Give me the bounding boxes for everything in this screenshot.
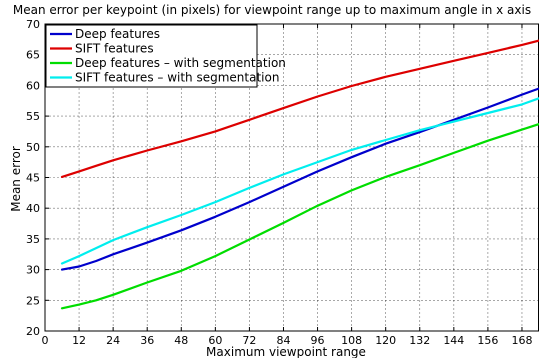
x-tick-label: 0 [42, 334, 49, 347]
chart-title: Mean error per keypoint (in pixels) for … [13, 3, 531, 17]
x-tick-label: 60 [208, 334, 222, 347]
x-tick-label: 12 [72, 334, 86, 347]
y-tick-label: 20 [26, 325, 40, 338]
y-axis-label: Mean error [9, 146, 23, 212]
x-tick-label: 156 [477, 334, 498, 347]
x-tick-label: 84 [276, 334, 290, 347]
x-axis-label: Maximum viewpoint range [206, 345, 366, 358]
x-tick-label: 48 [174, 334, 188, 347]
x-tick-label: 144 [443, 334, 464, 347]
y-tick-label: 30 [26, 264, 40, 277]
legend-entry: SIFT features [75, 42, 154, 56]
series-line-4 [60, 97, 539, 265]
x-tick-label: 120 [375, 334, 396, 347]
series-line-2 [60, 39, 539, 178]
legend-entry: Deep features – with segmentation [75, 56, 286, 70]
y-tick-label: 60 [26, 79, 40, 92]
legend-entry: SIFT features – with segmentation [75, 71, 279, 85]
axis-ticks: 0 12 24 36 48 60 72 84 96 108 120 132 144 156 168 20 25 3… [26, 18, 532, 347]
y-tick-label: 70 [26, 18, 40, 31]
x-tick-label: 72 [242, 334, 256, 347]
y-tick-label: 55 [26, 110, 40, 123]
y-tick-label: 25 [26, 294, 40, 307]
y-tick-label: 40 [26, 202, 40, 215]
y-tick-label: 50 [26, 141, 40, 154]
x-tick-label: 108 [341, 334, 362, 347]
legend-entry: Deep features [75, 27, 160, 41]
legend-box [45, 24, 258, 88]
y-tick-label: 35 [26, 233, 40, 246]
series-lines [60, 39, 539, 310]
series-line-3 [60, 122, 539, 310]
x-tick-label: 168 [511, 334, 532, 347]
y-tick-label: 65 [26, 49, 40, 62]
series-line-1 [60, 87, 539, 271]
x-tick-label: 24 [106, 334, 120, 347]
x-tick-label: 36 [140, 334, 154, 347]
x-tick-label: 96 [311, 334, 325, 347]
x-tick-label: 132 [409, 334, 430, 347]
y-tick-label: 45 [26, 172, 40, 185]
